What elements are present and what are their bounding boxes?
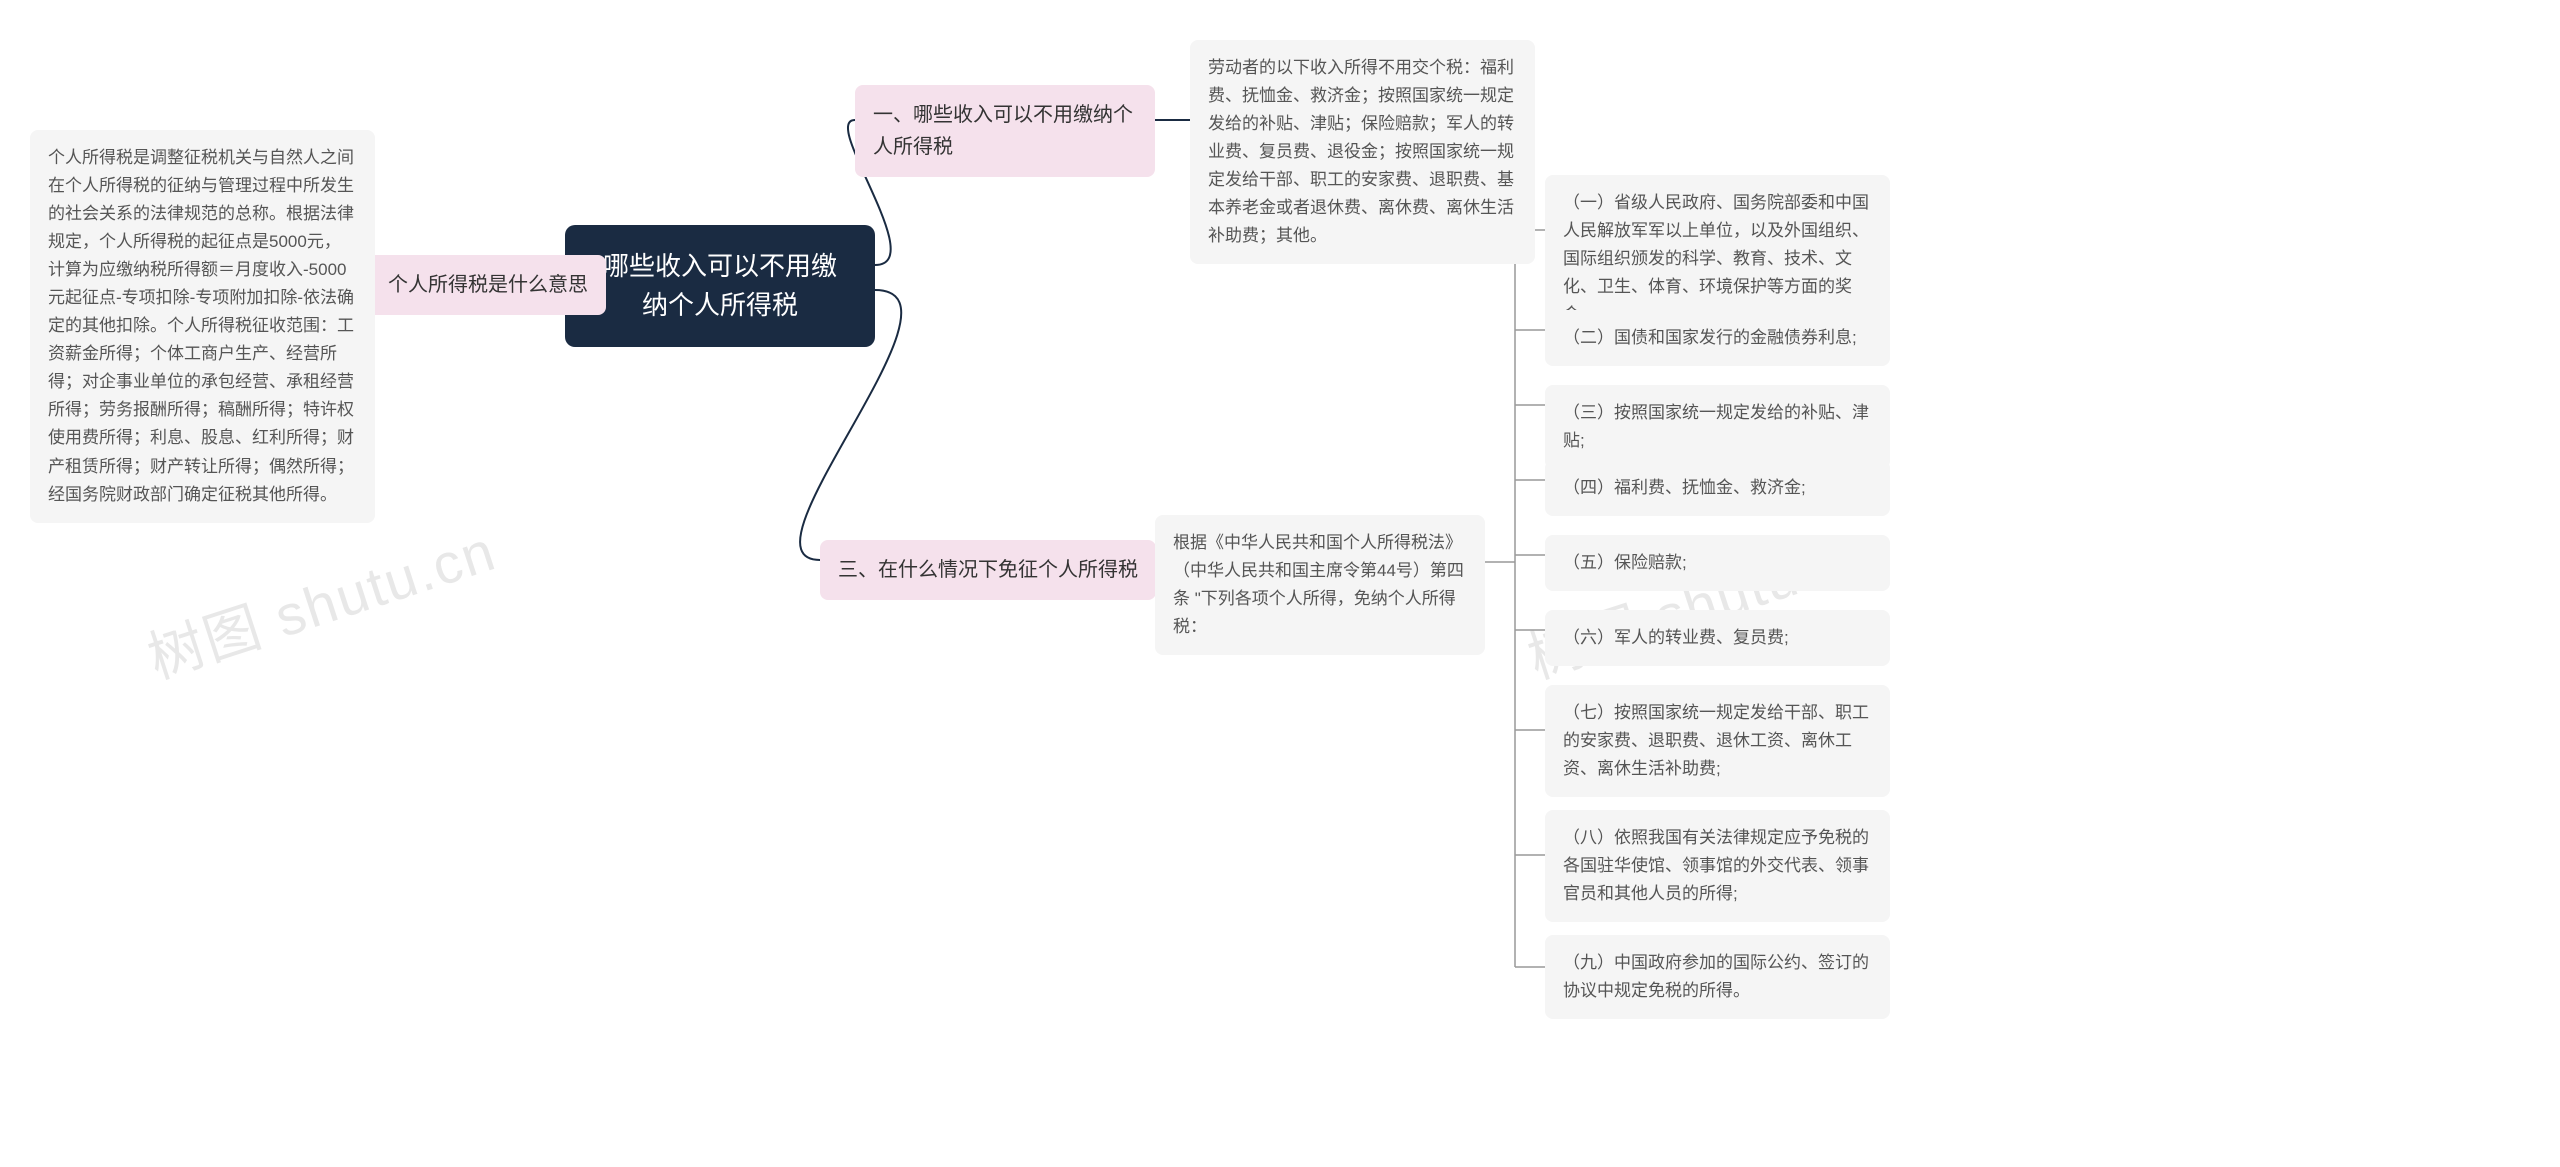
item-8-text: （八）依照我国有关法律规定应予免税的各国驻华使馆、领事馆的外交代表、领事官员和其… bbox=[1563, 828, 1869, 903]
item-6-text: （六）军人的转业费、复员费; bbox=[1563, 628, 1789, 647]
bracket-trunk bbox=[1485, 230, 1515, 967]
watermark-1: 树图 shutu.cn bbox=[136, 506, 505, 695]
item-5-text: （五）保险赔款; bbox=[1563, 553, 1687, 572]
item-9-text: （九）中国政府参加的国际公约、签订的协议中规定免税的所得。 bbox=[1563, 953, 1869, 1000]
item-8: （八）依照我国有关法律规定应予免税的各国驻华使馆、领事馆的外交代表、领事官员和其… bbox=[1545, 810, 1890, 922]
branch-2-text: 二、个人所得税是什么意思 bbox=[348, 274, 588, 296]
branch-1: 一、哪些收入可以不用缴纳个人所得税 bbox=[855, 85, 1155, 177]
item-4: （四）福利费、抚恤金、救济金; bbox=[1545, 460, 1890, 516]
item-2-text: （二）国债和国家发行的金融债券利息; bbox=[1563, 328, 1857, 347]
branch-1-detail-text: 劳动者的以下收入所得不用交个税：福利费、抚恤金、救济金；按照国家统一规定发给的补… bbox=[1208, 58, 1514, 245]
item-5: （五）保险赔款; bbox=[1545, 535, 1890, 591]
branch-3-detail: 根据《中华人民共和国个人所得税法》（中华人民共和国主席令第44号）第四条 "下列… bbox=[1155, 515, 1485, 655]
branch-2-detail-text: 个人所得税是调整征税机关与自然人之间在个人所得税的征纳与管理过程中所发生的社会关… bbox=[48, 148, 354, 504]
item-6: （六）军人的转业费、复员费; bbox=[1545, 610, 1890, 666]
branch-3-text: 三、在什么情况下免征个人所得税 bbox=[838, 559, 1138, 581]
item-7: （七）按照国家统一规定发给干部、职工的安家费、退职费、退休工资、离休工资、离休生… bbox=[1545, 685, 1890, 797]
item-3-text: （三）按照国家统一规定发给的补贴、津贴; bbox=[1563, 403, 1869, 450]
branch-2-detail: 个人所得税是调整征税机关与自然人之间在个人所得税的征纳与管理过程中所发生的社会关… bbox=[30, 130, 375, 523]
item-1-text: （一）省级人民政府、国务院部委和中国人民解放军军以上单位，以及外国组织、国际组织… bbox=[1563, 193, 1869, 324]
item-2: （二）国债和国家发行的金融债券利息; bbox=[1545, 310, 1890, 366]
branch-3-detail-text: 根据《中华人民共和国个人所得税法》（中华人民共和国主席令第44号）第四条 "下列… bbox=[1173, 533, 1464, 636]
item-7-text: （七）按照国家统一规定发给干部、职工的安家费、退职费、退休工资、离休工资、离休生… bbox=[1563, 703, 1869, 778]
branch-1-detail: 劳动者的以下收入所得不用交个税：福利费、抚恤金、救济金；按照国家统一规定发给的补… bbox=[1190, 40, 1535, 264]
watermark-text: 树图 shutu.cn bbox=[140, 519, 503, 691]
branch-3: 三、在什么情况下免征个人所得税 bbox=[820, 540, 1156, 600]
item-3: （三）按照国家统一规定发给的补贴、津贴; bbox=[1545, 385, 1890, 469]
center-node-text: 哪些收入可以不用缴纳个人所得税 bbox=[603, 251, 837, 320]
center-node: 哪些收入可以不用缴纳个人所得税 bbox=[565, 225, 875, 347]
item-9: （九）中国政府参加的国际公约、签订的协议中规定免税的所得。 bbox=[1545, 935, 1890, 1019]
item-4-text: （四）福利费、抚恤金、救济金; bbox=[1563, 478, 1806, 497]
branch-1-text: 一、哪些收入可以不用缴纳个人所得税 bbox=[873, 104, 1133, 158]
